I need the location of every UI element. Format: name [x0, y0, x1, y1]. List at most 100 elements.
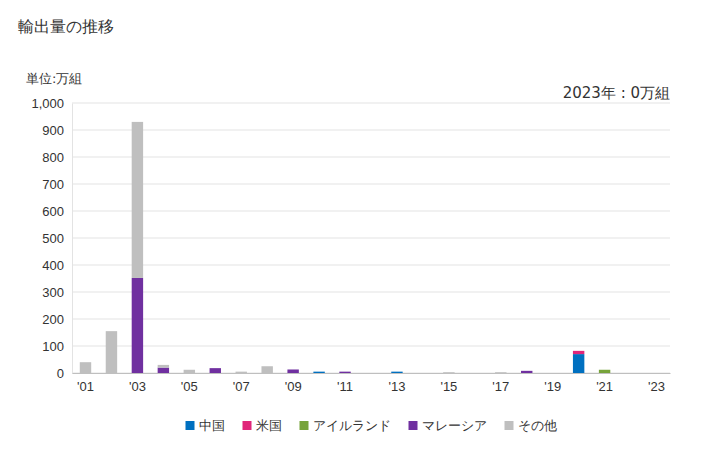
- y-tick-label: 400: [42, 258, 64, 273]
- bar: [651, 373, 662, 374]
- bar: [443, 373, 454, 374]
- bar: [287, 369, 298, 370]
- y-tick: 400: [42, 258, 72, 273]
- legend-item: 米国: [243, 418, 282, 433]
- bar: [469, 373, 480, 374]
- bar: [417, 373, 428, 374]
- bar: [391, 371, 402, 372]
- y-tick-label: 0: [57, 366, 64, 381]
- bar: [443, 372, 454, 373]
- title: 輸出量の推移: [18, 17, 114, 36]
- y-tick-label: 900: [42, 123, 64, 138]
- bar: [158, 365, 169, 368]
- y-tick: 800: [42, 150, 72, 165]
- bar: [573, 351, 584, 354]
- bar: [599, 369, 610, 370]
- y-tick: 600: [42, 204, 72, 219]
- bar: [651, 373, 662, 374]
- bar: [417, 373, 428, 374]
- bar: [391, 371, 402, 372]
- legend-swatch: [505, 421, 514, 430]
- x-tick: '01: [77, 373, 94, 394]
- x-tick: '21: [596, 373, 613, 394]
- bar: [339, 372, 350, 373]
- bar: [236, 372, 247, 373]
- grid-line: [72, 319, 670, 320]
- bar: [210, 368, 221, 373]
- bar: [365, 373, 376, 374]
- bar: [365, 373, 376, 374]
- legend-swatch: [409, 421, 418, 430]
- x-tick-label: '17: [492, 379, 509, 394]
- y-tick-label: 1,000: [31, 96, 64, 111]
- bar: [547, 373, 558, 374]
- bar: [391, 372, 402, 373]
- y-label: 単位:万組: [26, 71, 82, 86]
- x-tick: '11: [337, 373, 353, 394]
- x-tick: '13: [388, 373, 405, 394]
- x-tick-label: '13: [388, 379, 405, 394]
- x-tick: '03: [129, 373, 146, 394]
- y-tick: 0: [57, 366, 72, 381]
- bar: [547, 373, 558, 374]
- grid-line: [72, 346, 670, 347]
- legend-label: 中国: [199, 418, 225, 433]
- bar: [339, 373, 350, 374]
- legend-label: アイルランド: [313, 418, 391, 433]
- legend-item: 中国: [186, 418, 225, 433]
- grid: [72, 103, 670, 373]
- series: [132, 278, 533, 373]
- x-tick-label: '23: [648, 379, 665, 394]
- x-tick-label: '03: [129, 379, 146, 394]
- y-tick: 100: [42, 339, 72, 354]
- bar: [236, 373, 247, 374]
- legend-label: その他: [518, 418, 557, 433]
- grid-line: [72, 157, 670, 158]
- grid-line: [72, 238, 670, 239]
- bar: [495, 373, 506, 374]
- y-tick-label: 800: [42, 150, 64, 165]
- x-tick: '09: [285, 373, 302, 394]
- x-tick: '07: [233, 373, 250, 394]
- x-axis-line: [73, 373, 671, 374]
- legend-swatch: [243, 421, 252, 430]
- x-tick-label: '07: [233, 379, 250, 394]
- y-tick: 900: [42, 123, 72, 138]
- bar: [287, 369, 298, 373]
- x-tick-label: '19: [544, 379, 561, 394]
- x-tick-label: '11: [337, 379, 353, 394]
- bar: [132, 122, 143, 278]
- legend-item: アイルランド: [300, 418, 391, 433]
- bar: [236, 373, 247, 374]
- y-tick: 200: [42, 312, 72, 327]
- grid-line: [72, 211, 670, 212]
- x-tick-label: '21: [596, 379, 613, 394]
- x-tick: '15: [440, 373, 457, 394]
- bar: [313, 371, 324, 372]
- bar: [625, 373, 636, 374]
- grid-line: [72, 184, 670, 185]
- y-tick-label: 200: [42, 312, 64, 327]
- x-tick-label: '01: [77, 379, 94, 394]
- bar: [391, 371, 402, 372]
- legend-swatch: [186, 421, 195, 430]
- bar: [443, 373, 454, 374]
- bar: [339, 371, 350, 372]
- y-tick-label: 700: [42, 177, 64, 192]
- y-tick: 300: [42, 285, 72, 300]
- y-axis-line: [72, 104, 73, 374]
- bars: [80, 122, 611, 373]
- grid-line: [72, 130, 670, 131]
- bar: [132, 278, 143, 373]
- bar: [443, 373, 454, 374]
- bar: [236, 373, 247, 374]
- x-tick: '17: [492, 373, 509, 394]
- bar: [313, 371, 324, 372]
- chart: 輸出量の推移単位:万組2023年 : 0万組010020030040050060…: [0, 0, 728, 450]
- bar: [469, 373, 480, 374]
- bar: [313, 371, 324, 372]
- bar: [365, 373, 376, 374]
- y-tick-label: 100: [42, 339, 64, 354]
- legend-item: その他: [505, 418, 557, 433]
- y-tick-label: 500: [42, 231, 64, 246]
